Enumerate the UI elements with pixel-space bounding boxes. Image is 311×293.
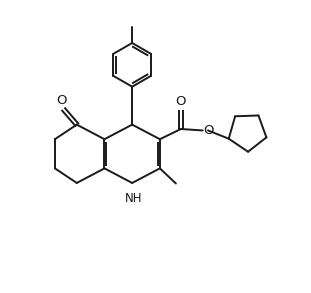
Text: O: O	[176, 95, 186, 108]
Text: O: O	[203, 124, 214, 137]
Text: NH: NH	[125, 192, 142, 205]
Text: O: O	[56, 93, 67, 107]
